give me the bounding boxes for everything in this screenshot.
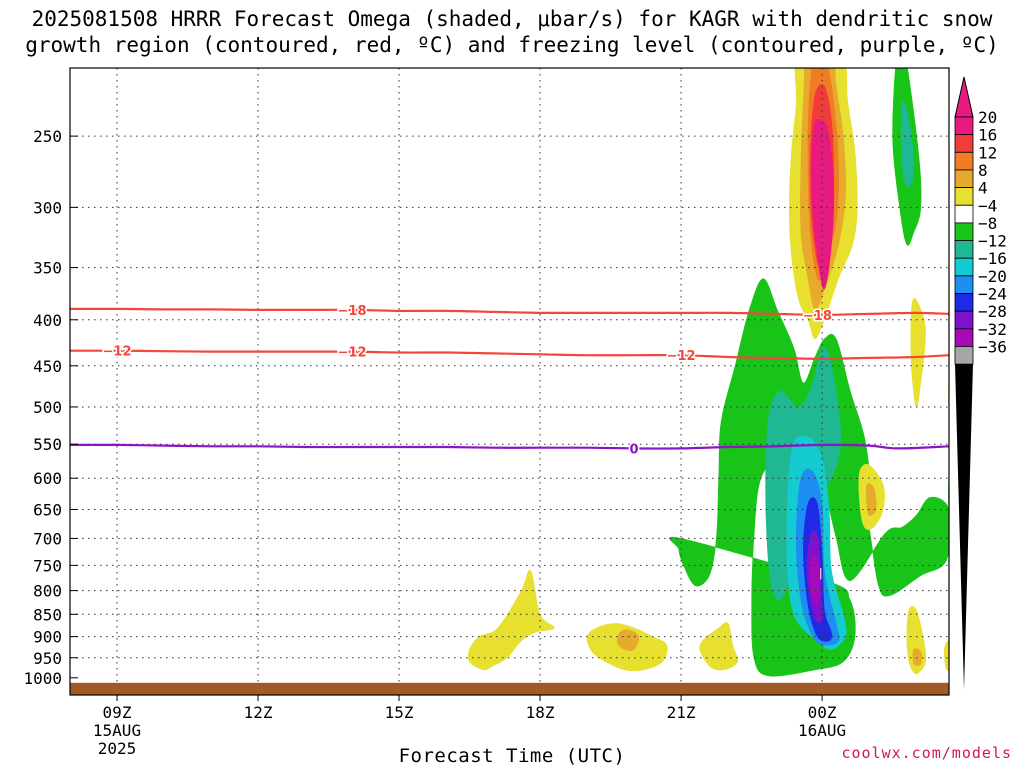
colorbar-top-arrow xyxy=(954,76,974,118)
omega-region-4 xyxy=(943,640,949,671)
dgz-contour-0-line xyxy=(70,307,949,317)
dgz-contour-1-line xyxy=(70,349,949,360)
colorbar-label: −16 xyxy=(978,249,1007,268)
dgz-contour-1-label: −12 xyxy=(103,345,132,360)
y-tick-label: 1000 xyxy=(23,669,62,688)
omega-region-neg4 xyxy=(669,278,949,677)
x-tick-sublabel: 16AUG xyxy=(798,721,846,740)
colorbar-segment xyxy=(954,346,974,365)
colorbar-label: −8 xyxy=(978,214,997,233)
dgz-contour-0-label: −18 xyxy=(803,309,832,324)
dgz-contour-1-label: −12 xyxy=(667,349,696,364)
freezing-level-line xyxy=(70,443,949,450)
colorbar-segment xyxy=(954,257,974,277)
colorbar-segment xyxy=(954,151,974,171)
y-tick-label: 500 xyxy=(33,398,62,417)
plot-frame xyxy=(69,67,950,696)
colorbar-label: 20 xyxy=(978,108,997,127)
colorbar-segment xyxy=(954,293,974,312)
colorbar-segment xyxy=(954,310,974,330)
dgz-contour-0-label: −18 xyxy=(338,304,367,319)
credit-link[interactable]: coolwx.com/models xyxy=(841,744,1012,762)
chart-title-line1: 2025081508 HRRR Forecast Omega (shaded, … xyxy=(31,7,993,31)
y-tick-label: 750 xyxy=(33,556,62,575)
colorbar-segment xyxy=(954,204,974,224)
omega-region-20 xyxy=(811,118,835,290)
omega-region-8 xyxy=(912,648,922,666)
terrain-fill xyxy=(70,682,949,695)
omega-region-8 xyxy=(617,629,640,651)
colorbar-bottom-arrow xyxy=(955,364,973,690)
omega-region-8 xyxy=(865,483,877,516)
colorbar-segment xyxy=(954,328,974,347)
y-tick-label: 550 xyxy=(33,435,62,454)
colorbar-segment xyxy=(954,134,974,153)
y-tick-label: 450 xyxy=(33,357,62,376)
omega-shading xyxy=(467,68,949,677)
colorbar-label: 12 xyxy=(978,143,997,162)
colorbar-label: 16 xyxy=(978,126,997,145)
colorbar-label: −12 xyxy=(978,232,1007,251)
terrain-band xyxy=(70,682,949,695)
colorbar-label: −36 xyxy=(978,337,1007,356)
freezing-level-label: 0 xyxy=(630,442,639,457)
x-tick-label: 21Z xyxy=(667,703,696,722)
chart-title-line2: growth region (contoured, red, ºC) and f… xyxy=(25,33,999,57)
colorbar-segment xyxy=(954,116,974,136)
colorbar-segment xyxy=(954,187,974,206)
x-tick-sublabel: 2025 xyxy=(98,739,137,758)
x-tick-label: 12Z xyxy=(244,703,273,722)
colorbar-label: −32 xyxy=(978,320,1007,339)
colorbar-label: −20 xyxy=(978,267,1007,286)
y-tick-label: 400 xyxy=(33,311,62,330)
omega-region-neg8 xyxy=(900,101,914,188)
colorbar-segment xyxy=(954,275,974,294)
x-tick-sublabel: 15AUG xyxy=(93,721,141,740)
colorbar-segment xyxy=(954,169,974,188)
min-marker: l xyxy=(819,566,823,584)
dgz-contour-1-label: −12 xyxy=(338,346,367,361)
omega-region-neg28 xyxy=(809,553,820,606)
y-tick-label: 850 xyxy=(33,605,62,624)
colorbar-label: −24 xyxy=(978,285,1007,304)
y-tick-label: 600 xyxy=(33,469,62,488)
omega-region-4 xyxy=(467,569,555,671)
x-tick-label: 09Z xyxy=(103,703,132,722)
colorbar-label: −28 xyxy=(978,302,1007,321)
grid-lines xyxy=(70,68,949,695)
temperature-contours: −18 −18 −12 −12 −12 0 l xyxy=(70,302,949,584)
y-tick-label: 300 xyxy=(33,198,62,217)
y-tick-label: 250 xyxy=(33,127,62,146)
colorbar-segment xyxy=(954,222,974,241)
omega-region-4 xyxy=(699,622,739,671)
x-tick-label: 00Z xyxy=(808,703,837,722)
y-tick-label: 800 xyxy=(33,582,62,601)
colorbar-label: 8 xyxy=(978,161,988,180)
x-tick-label: 18Z xyxy=(526,703,555,722)
y-axis: 250 300 350 400 450 500 550 600 650 700 750 800 850 9… xyxy=(23,127,78,688)
colorbar-label: −4 xyxy=(978,196,997,215)
x-axis-title: Forecast Time (UTC) xyxy=(398,745,626,767)
y-tick-label: 950 xyxy=(33,649,62,668)
colorbar-segment xyxy=(954,240,974,259)
y-tick-label: 700 xyxy=(33,529,62,548)
y-tick-label: 350 xyxy=(33,259,62,278)
x-tick-label: 15Z xyxy=(385,703,414,722)
y-tick-label: 650 xyxy=(33,500,62,519)
y-tick-label: 900 xyxy=(33,628,62,647)
colorbar-label: 4 xyxy=(978,179,988,198)
